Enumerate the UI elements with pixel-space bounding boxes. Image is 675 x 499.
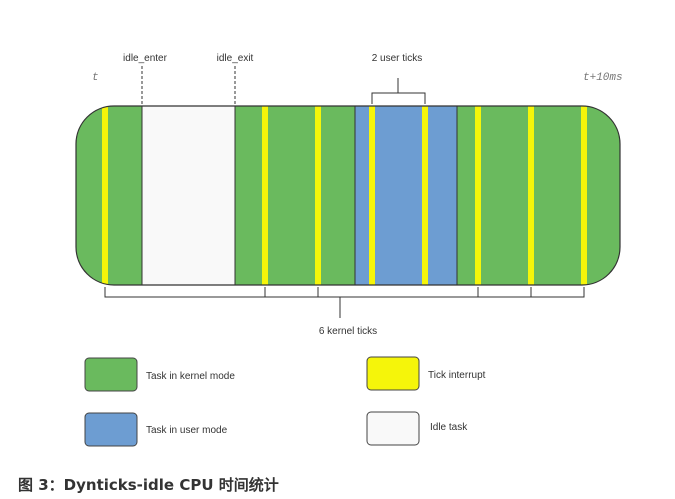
idle-enter-label: idle_enter: [123, 53, 168, 64]
legend-idle-swatch: [366, 411, 420, 446]
legend-kernel-label: Task in kernel mode: [146, 371, 235, 382]
legend-user-label: Task in user mode: [146, 425, 228, 436]
idle-segment: [142, 106, 235, 285]
t-start-label: t: [92, 72, 99, 84]
legend-kernel-swatch: [84, 357, 138, 392]
figure-caption: 图 3：Dynticks-idle CPU 时间统计: [18, 476, 279, 494]
tick-interrupt-4: [369, 106, 375, 285]
tick-interrupt-1: [102, 106, 108, 285]
legend-tick-label: Tick interrupt: [428, 370, 486, 381]
t-end-label: t+10ms: [583, 72, 623, 84]
timeline-outline: [75, 105, 621, 286]
user-ticks-brace: [371, 78, 426, 104]
legend-user-swatch: [84, 412, 138, 447]
tick-interrupt-5: [422, 106, 428, 285]
timeline-bar: [76, 106, 620, 285]
tick-interrupt-2: [262, 106, 268, 285]
idle-exit-label: idle_exit: [217, 53, 254, 64]
kernel-ticks-brace: [104, 287, 585, 318]
legend-tick-swatch: [366, 356, 420, 391]
cpu-time-diagram: t t+10ms idle_enter idle_exit 2 user tic…: [75, 53, 623, 447]
legend-idle-label: Idle task: [430, 422, 468, 433]
kernel-ticks-label: 6 kernel ticks: [319, 326, 377, 337]
user-ticks-label: 2 user ticks: [372, 53, 423, 64]
tick-interrupt-6: [475, 106, 481, 285]
tick-interrupt-7: [528, 106, 534, 285]
tick-interrupt-8: [581, 106, 587, 285]
legend: Task in kernel mode Task in user mode Ti…: [84, 356, 486, 447]
tick-interrupt-3: [315, 106, 321, 285]
